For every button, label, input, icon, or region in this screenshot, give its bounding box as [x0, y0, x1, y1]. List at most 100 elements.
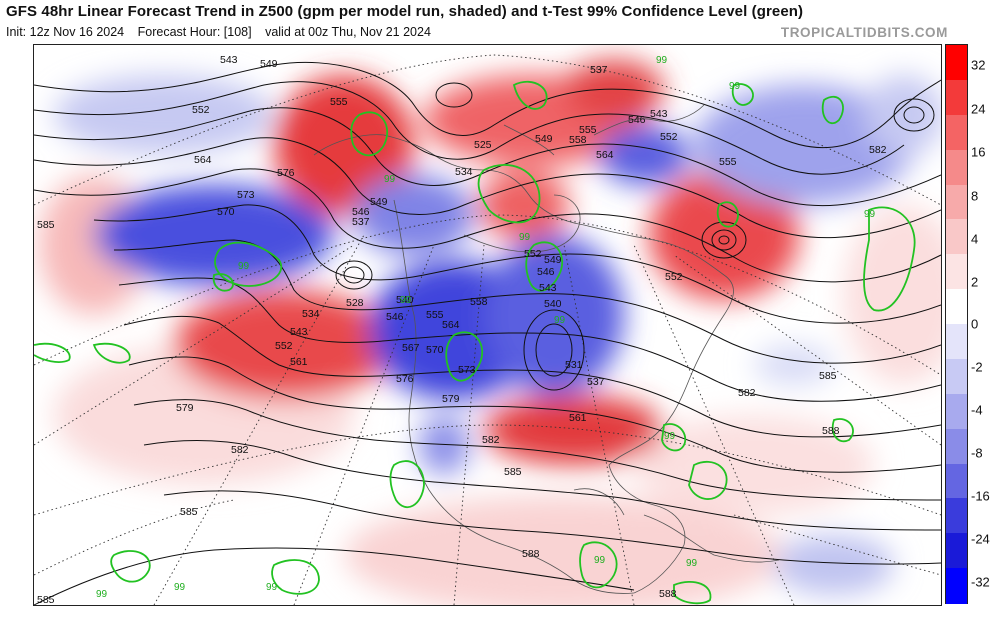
contour-label: 549	[260, 58, 278, 70]
scale-swatch	[946, 45, 967, 81]
contour-label: 585	[180, 506, 198, 518]
scale-swatch	[946, 324, 967, 360]
ttest-label: 99	[686, 558, 698, 569]
scale-swatch	[946, 568, 967, 604]
scale-label: -4	[971, 402, 983, 418]
contour-label: 549	[535, 133, 553, 145]
contour-label: 549	[544, 254, 562, 266]
contour-label: 534	[302, 308, 320, 320]
contour-label: 537	[590, 64, 608, 76]
scale-label: 24	[971, 101, 986, 117]
color-scale-bar	[945, 44, 968, 604]
ttest-label: 99	[519, 232, 531, 243]
contour-label: 552	[192, 104, 210, 116]
ttest-label: 99	[729, 81, 741, 92]
negative-anomaly	[419, 415, 469, 475]
contour-label: 561	[569, 412, 587, 424]
contour-value-labels: 543 549 552 564 573 570 585 555 576 549 …	[37, 54, 887, 605]
trend-shading	[39, 60, 941, 605]
ttest-labels: 99 99 99 99 99 99 99 99 99 99 99 99 99 9…	[96, 55, 876, 600]
negative-anomaly	[694, 85, 914, 205]
ttest-label: 99	[594, 555, 606, 566]
contour-label: 582	[482, 434, 500, 446]
positive-anomaly	[634, 415, 874, 515]
valid-time: valid at 00z Thu, Nov 21 2024	[265, 25, 431, 39]
scale-swatch	[946, 219, 967, 255]
contour-label: 579	[176, 402, 194, 414]
contour-label: 588	[822, 425, 840, 437]
contour-label: 531	[565, 359, 583, 371]
contour-label: 540	[544, 298, 562, 310]
positive-anomaly	[564, 60, 664, 120]
scale-label: -16	[971, 488, 990, 504]
scale-label: 32	[971, 57, 986, 73]
scale-label: 0	[971, 316, 979, 332]
scale-label: 16	[971, 144, 986, 160]
chart-subtitle: Init: 12z Nov 16 2024 Forecast Hour: [10…	[6, 25, 441, 39]
chart-header: GFS 48hr Linear Forecast Trend in Z500 (…	[0, 0, 1000, 44]
positive-anomaly	[344, 495, 784, 605]
scale-swatch	[946, 149, 967, 185]
ttest-label: 99	[664, 431, 676, 442]
scale-swatch	[946, 428, 967, 464]
contour-label: 555	[426, 309, 444, 321]
ttest-label: 99	[96, 589, 108, 600]
contour-label: 585	[504, 466, 522, 478]
scale-label: -8	[971, 445, 983, 461]
map-canvas: 543 549 552 564 573 570 585 555 576 549 …	[34, 54, 941, 605]
brand-watermark: TROPICALTIDBITS.COM	[780, 25, 948, 40]
contour-label: 582	[738, 387, 756, 399]
contour-label: 552	[660, 131, 678, 143]
contour-label: 564	[596, 149, 614, 161]
ttest-significance	[34, 80, 916, 605]
contour-label: 558	[569, 134, 587, 146]
contour-label: 525	[474, 139, 492, 151]
scale-swatch	[946, 289, 967, 325]
contour-label: 582	[869, 144, 887, 156]
contour-label: 585	[819, 370, 837, 382]
contour-label: 552	[275, 340, 293, 352]
scale-label: -32	[971, 574, 990, 590]
contour-label: 567	[402, 342, 420, 354]
negative-anomaly	[754, 345, 834, 385]
contour-label: 576	[396, 373, 414, 385]
negative-anomaly	[94, 185, 334, 285]
ttest-label: 99	[864, 209, 876, 220]
contour-label: 573	[237, 189, 255, 201]
positive-anomaly	[484, 395, 664, 465]
contour-label: 588	[659, 588, 677, 600]
scale-label: -24	[971, 531, 990, 547]
contour-label: 585	[37, 219, 55, 231]
contour-label: 534	[455, 166, 473, 178]
init-time: Init: 12z Nov 16 2024	[6, 25, 125, 39]
contour-label: 555	[330, 96, 348, 108]
contour-label: 546	[537, 266, 555, 278]
contour-label: 570	[426, 344, 444, 356]
contour-label: 564	[194, 154, 212, 166]
contour-label: 543	[539, 282, 557, 294]
forecast-map: 543 549 552 564 573 570 585 555 576 549 …	[33, 44, 942, 606]
contour-label: 555	[579, 124, 597, 136]
positive-anomaly	[649, 170, 799, 300]
ttest-label: 99	[238, 261, 250, 272]
height-contours	[34, 61, 941, 605]
scale-swatch	[946, 358, 967, 395]
chart-title: GFS 48hr Linear Forecast Trend in Z500 (…	[6, 3, 804, 20]
contour-label: 549	[370, 196, 388, 208]
contour-label: 543	[290, 326, 308, 338]
negative-anomaly	[54, 75, 274, 155]
scale-swatch	[946, 79, 967, 116]
scale-label: 4	[971, 231, 979, 247]
scale-swatch	[946, 498, 967, 534]
contour-label: 582	[231, 444, 249, 456]
positive-anomaly	[274, 75, 414, 215]
positive-anomaly	[844, 205, 941, 385]
ttest-label: 99	[554, 315, 566, 326]
ttest-label: 99	[266, 582, 278, 593]
negative-anomaly	[354, 175, 474, 255]
contour-label: 537	[587, 376, 605, 388]
forecast-hour: Forecast Hour: [108]	[137, 25, 252, 39]
contour-label: 546	[386, 311, 404, 323]
positive-anomaly	[479, 170, 569, 240]
contour-label: 573	[458, 364, 476, 376]
